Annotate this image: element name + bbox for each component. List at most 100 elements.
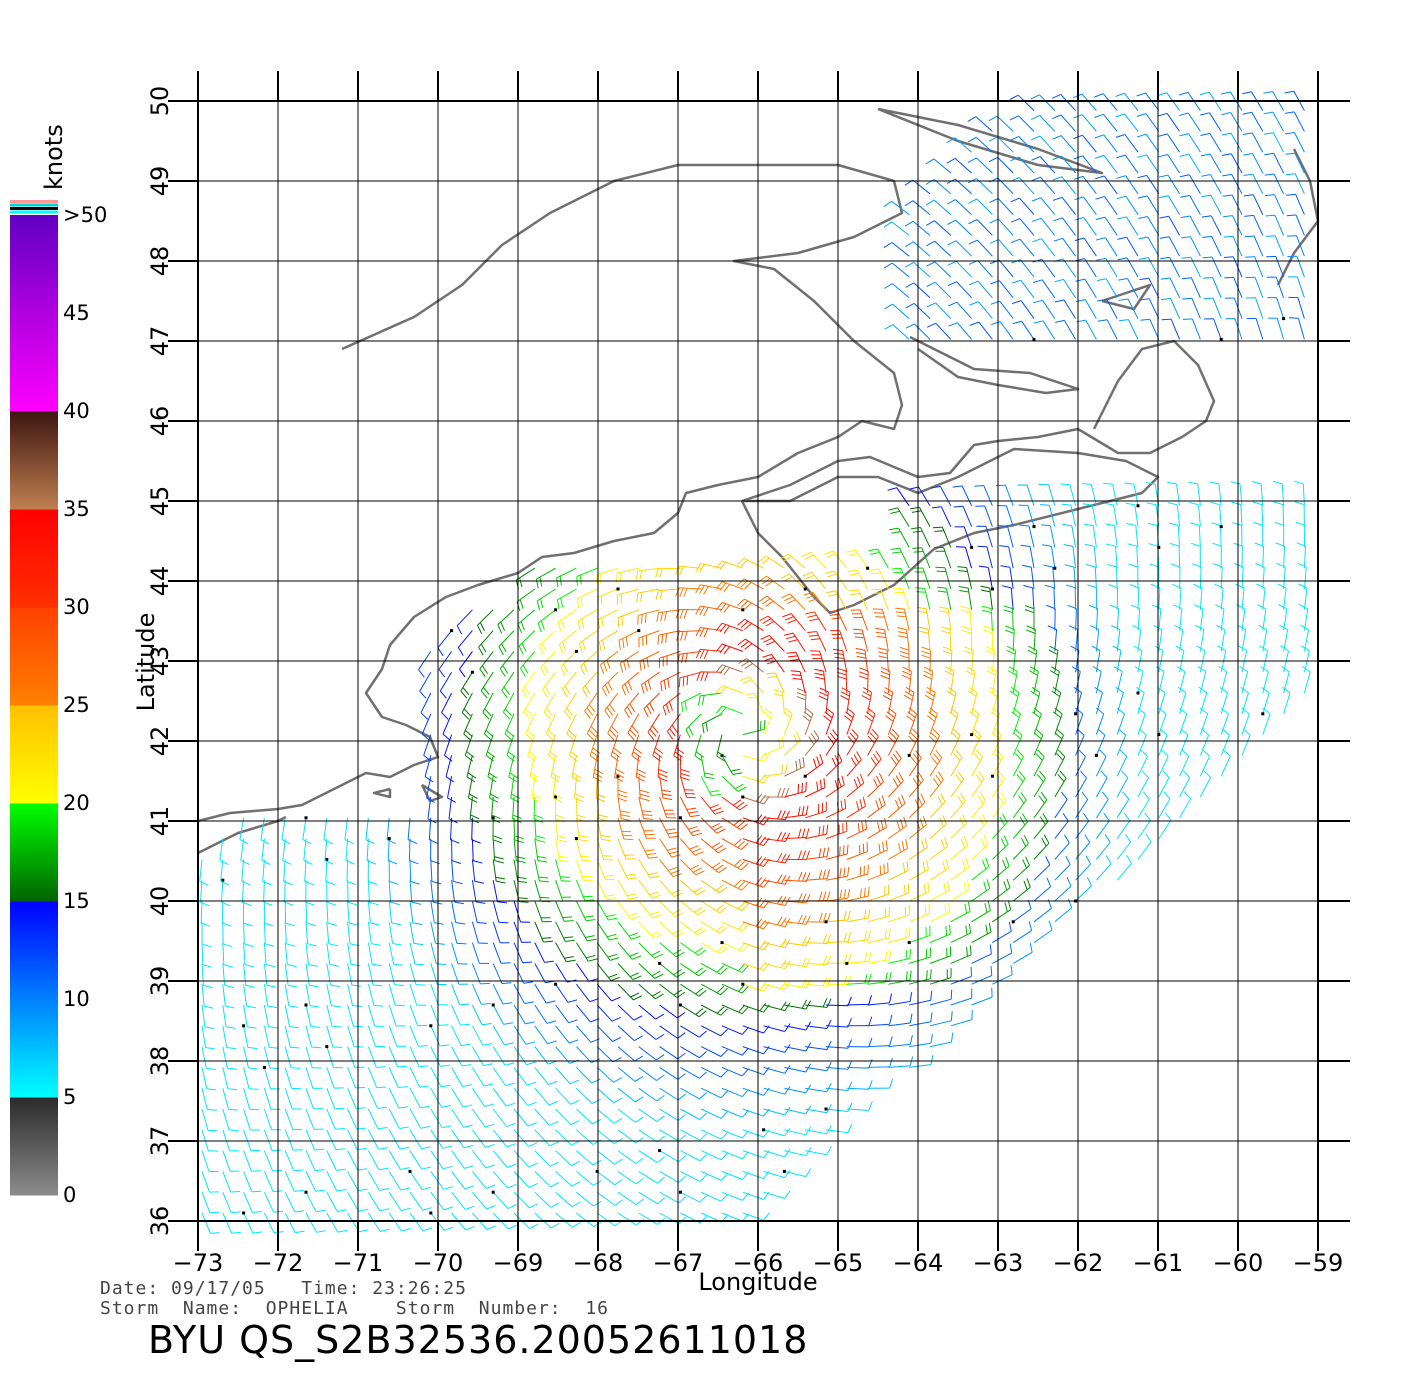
wind-barb bbox=[1073, 93, 1097, 111]
wind-barb bbox=[700, 921, 728, 934]
wind-barb bbox=[1033, 791, 1048, 819]
wind-barb bbox=[1094, 134, 1118, 153]
wind-barb bbox=[1137, 812, 1151, 839]
wind-barb bbox=[1075, 278, 1097, 299]
wind-barb bbox=[222, 1171, 241, 1193]
wind-barb bbox=[700, 1004, 728, 1016]
wind-barb bbox=[627, 713, 640, 741]
wind-barb bbox=[1008, 666, 1018, 694]
wind-barb bbox=[1221, 153, 1243, 174]
wind-barb bbox=[555, 921, 575, 942]
wind-barb bbox=[550, 755, 561, 783]
wind-barb bbox=[1158, 770, 1170, 798]
wind-barb bbox=[825, 729, 839, 756]
wind-barb bbox=[978, 565, 994, 591]
wind-barb bbox=[576, 1067, 601, 1084]
wind-barb bbox=[926, 322, 952, 340]
wind-barb bbox=[492, 1087, 516, 1107]
wind-barb bbox=[992, 878, 1011, 902]
wind-barb bbox=[617, 1108, 644, 1123]
wind-barb bbox=[597, 587, 620, 607]
wind-barb bbox=[929, 858, 949, 881]
wind-barb bbox=[1092, 666, 1102, 694]
wind-barb bbox=[1119, 319, 1139, 340]
lon-tick-label: −67 bbox=[653, 1249, 704, 1277]
wind-barb bbox=[700, 1150, 729, 1161]
wind-barb bbox=[220, 859, 230, 886]
wind-barb bbox=[1158, 749, 1169, 777]
wind-barb bbox=[520, 651, 536, 677]
wind-barb bbox=[659, 1004, 686, 1019]
x-axis-label: Longitude bbox=[698, 1268, 817, 1296]
lat-tick-label: 47 bbox=[146, 326, 174, 357]
wind-barb bbox=[901, 666, 912, 694]
wind-barb bbox=[1075, 770, 1088, 798]
wind-barb bbox=[909, 1012, 933, 1027]
wind-barb bbox=[513, 983, 534, 1004]
wind-barb bbox=[1222, 194, 1243, 215]
wind-barb bbox=[1096, 278, 1118, 299]
wind-barb bbox=[284, 1108, 303, 1131]
wind-barb bbox=[1046, 604, 1056, 631]
wind-barb bbox=[846, 1016, 873, 1027]
wind-barb bbox=[222, 1004, 236, 1029]
colorbar-label: 15 bbox=[63, 889, 90, 913]
wind-barb bbox=[409, 1046, 429, 1068]
wind-barb bbox=[445, 755, 455, 783]
wind-barb bbox=[715, 581, 743, 593]
wind-barb bbox=[367, 984, 384, 1007]
wind-barb bbox=[741, 793, 770, 805]
coastline-segment bbox=[197, 815, 287, 855]
wind-barb bbox=[1033, 320, 1056, 340]
wind-barb bbox=[780, 553, 806, 569]
wind-barb bbox=[604, 692, 619, 719]
wind-barb bbox=[932, 526, 952, 548]
wind-barb bbox=[534, 1171, 560, 1188]
wind-barb bbox=[1094, 686, 1103, 714]
wind-barb bbox=[534, 1087, 559, 1106]
wind-barb bbox=[1118, 278, 1139, 299]
wind-barb bbox=[222, 942, 234, 968]
wind-barb bbox=[1116, 833, 1132, 860]
wind-barb bbox=[955, 546, 973, 569]
wind-barb bbox=[763, 1190, 791, 1199]
wind-barb bbox=[784, 936, 811, 947]
wind-barb bbox=[700, 942, 728, 955]
wind-barb bbox=[243, 1150, 261, 1172]
colorbar-title: knots bbox=[40, 124, 68, 190]
wind-barb bbox=[409, 1150, 432, 1170]
wind-barb bbox=[763, 1148, 791, 1158]
wind-barb bbox=[715, 685, 743, 695]
wind-barb bbox=[242, 1024, 258, 1050]
lon-tick-label: −70 bbox=[413, 1249, 464, 1277]
wind-barb bbox=[913, 567, 931, 590]
wind-barb bbox=[887, 728, 900, 756]
wind-barb bbox=[1158, 154, 1181, 174]
colorbar-label: 5 bbox=[63, 1085, 76, 1109]
wind-barb bbox=[1018, 504, 1036, 529]
wind-barb bbox=[492, 1025, 514, 1046]
wind-barb bbox=[887, 750, 902, 777]
wind-barb bbox=[471, 942, 489, 964]
wind-barb bbox=[989, 239, 1014, 257]
wind-barb bbox=[925, 179, 952, 195]
wind-barb bbox=[451, 1046, 472, 1067]
wind-barb bbox=[471, 921, 488, 944]
wind-barb bbox=[1266, 276, 1285, 298]
wind-barb bbox=[867, 795, 886, 819]
wind-barb bbox=[810, 650, 827, 673]
wind-barb bbox=[988, 136, 1014, 153]
wind-barb bbox=[201, 1067, 217, 1091]
wind-barb bbox=[1042, 544, 1057, 570]
wind-barb bbox=[790, 670, 806, 694]
wind-barb bbox=[967, 136, 993, 153]
wind-barb bbox=[763, 707, 773, 735]
wind-barb bbox=[659, 859, 683, 878]
wind-barb bbox=[971, 922, 992, 944]
wind-barb bbox=[367, 1150, 389, 1171]
wind-barb bbox=[971, 900, 991, 923]
wind-barb bbox=[1192, 563, 1202, 590]
wind-barb bbox=[388, 942, 404, 966]
wind-barb bbox=[1167, 481, 1181, 506]
wind-barb bbox=[803, 753, 824, 778]
